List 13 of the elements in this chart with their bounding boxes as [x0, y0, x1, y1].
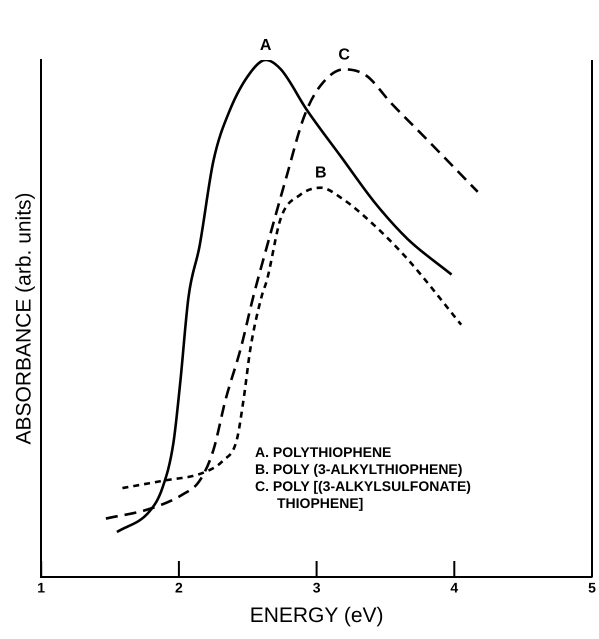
annotation: B. POLY (3-ALKYLTHIOPHENE) [255, 461, 464, 478]
x-axis-title: ENERGY (eV) [250, 604, 384, 628]
series-label: C [338, 46, 350, 64]
annotation: A. POLYTHIOPHENE [255, 444, 392, 461]
x-tick-label: 1 [37, 579, 46, 596]
annotation: C. POLY [(3-ALKYLSULFONATE) THIOPHENE] [255, 478, 472, 512]
x-tick-label: 3 [312, 579, 321, 596]
x-tick-label: 5 [588, 579, 596, 596]
x-tick-label: 2 [175, 579, 183, 596]
series-label: A [260, 37, 272, 54]
series-label: B [314, 164, 327, 182]
x-tick-label: 4 [450, 579, 458, 596]
y-axis-title: ABSORBANCE (arb. units) [12, 192, 36, 445]
